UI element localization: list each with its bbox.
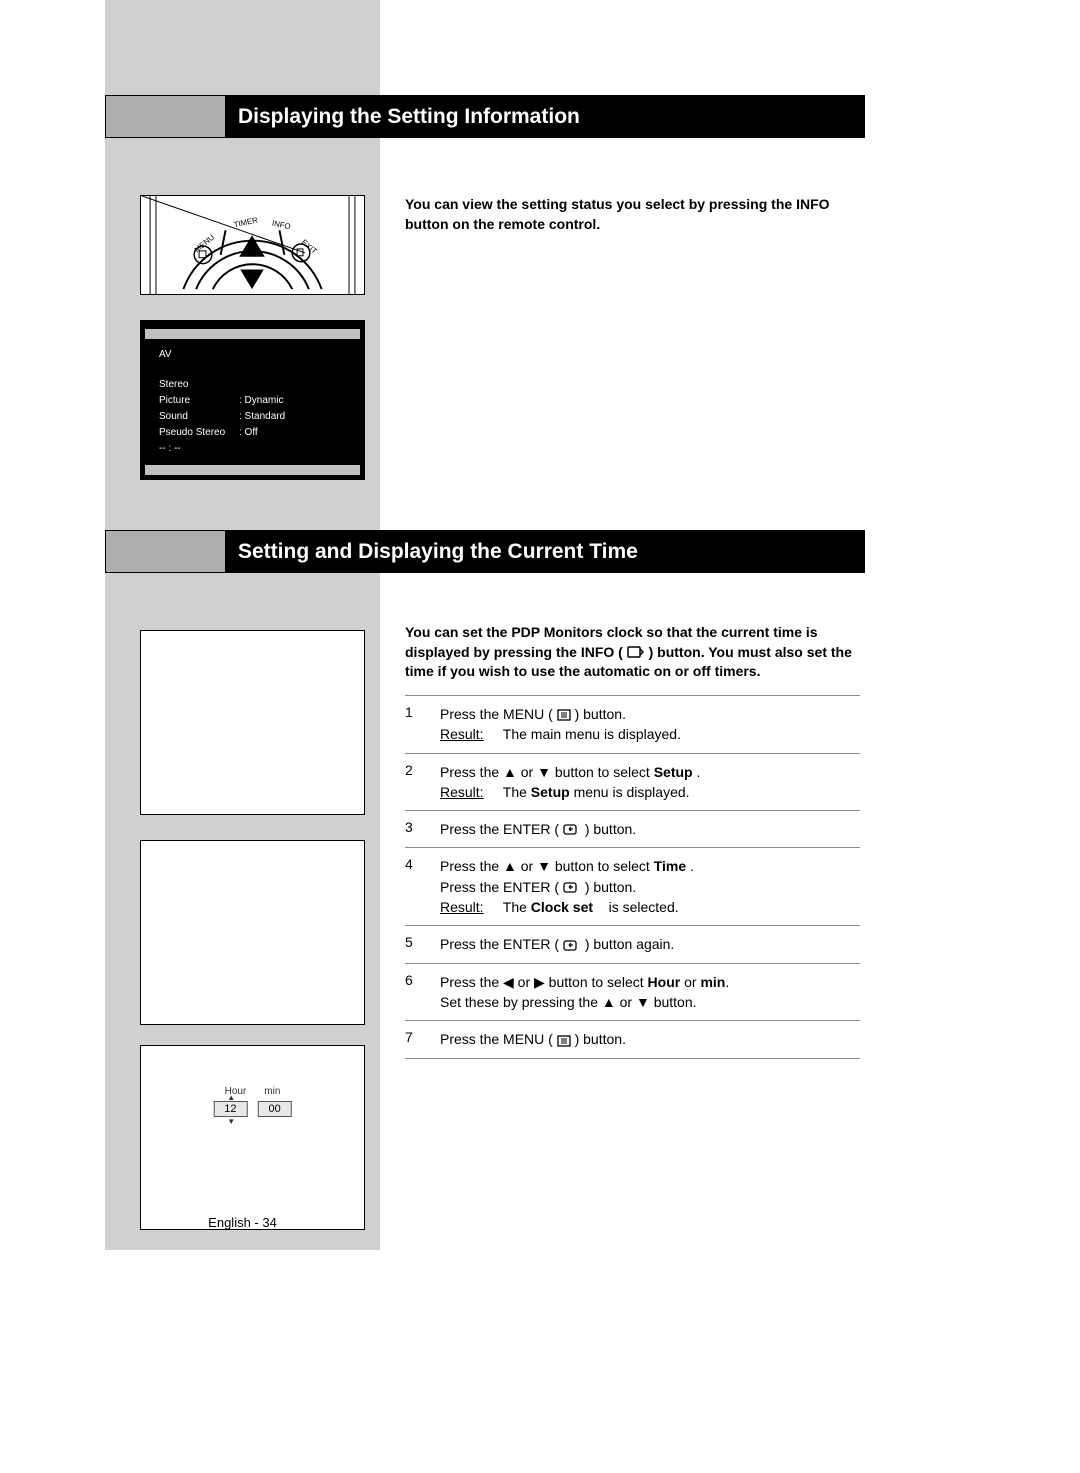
menu-panel-1: [140, 630, 365, 815]
info-sound-value: : Standard: [239, 409, 285, 425]
section2-title-bar: Setting and Displaying the Current Time: [105, 530, 865, 573]
info-pseudo-label: Pseudo Stereo: [159, 425, 239, 441]
arrow-down-icon: ▼: [227, 1117, 235, 1126]
info-source: AV: [159, 347, 346, 363]
info-icon: [627, 646, 645, 659]
clock-min-label: min: [264, 1086, 280, 1097]
clock-hour-value: 12: [213, 1101, 247, 1117]
steps-list: 1 Press the MENU ( ) button. Result: The…: [405, 695, 860, 1059]
menu-icon: [557, 1035, 571, 1047]
step-4: 4 Press the ▲ or ▼ button to select Time…: [405, 848, 860, 925]
page-footer: English - 34: [105, 1215, 380, 1230]
enter-icon: [563, 882, 581, 894]
section2-intro: You can set the PDP Monitors clock so th…: [405, 623, 855, 682]
step-6: 6 Press the ◀ or ▶ button to select Hour…: [405, 964, 860, 1021]
info-sound-label: Sound: [159, 409, 239, 425]
step-5: 5 Press the ENTER ( ) button again.: [405, 926, 860, 962]
section2-title: Setting and Displaying the Current Time: [225, 530, 865, 573]
info-time: -- : --: [159, 441, 346, 457]
section1-title-bar: Displaying the Setting Information: [105, 95, 865, 138]
step-7: 7 Press the MENU ( ) button.: [405, 1021, 860, 1057]
info-picture-value: : Dynamic: [239, 393, 283, 409]
enter-icon: [563, 824, 581, 836]
remote-control-illustration: MENU TIMER INFO EXIT: [140, 195, 365, 295]
arrow-up-icon: ▲: [227, 1093, 235, 1102]
menu-icon: [557, 709, 571, 721]
info-picture-label: Picture: [159, 393, 239, 409]
step-1: 1 Press the MENU ( ) button. Result: The…: [405, 696, 860, 753]
info-display-panel: AV Stereo Picture : Dynamic Sound : Stan…: [140, 320, 365, 480]
menu-panel-2: [140, 840, 365, 1025]
info-audio: Stereo: [159, 377, 346, 393]
step-2: 2 Press the ▲ or ▼ button to select Setu…: [405, 754, 860, 811]
menu-panel-clock-set: Hour min ▲ 12 00 ▼: [140, 1045, 365, 1230]
section1-title: Displaying the Setting Information: [225, 95, 865, 138]
clock-min-value: 00: [258, 1101, 292, 1117]
info-pseudo-value: : Off: [239, 425, 258, 441]
section1-intro: You can view the setting status you sele…: [405, 195, 855, 234]
enter-icon: [563, 940, 581, 952]
step-3: 3 Press the ENTER ( ) button.: [405, 811, 860, 847]
